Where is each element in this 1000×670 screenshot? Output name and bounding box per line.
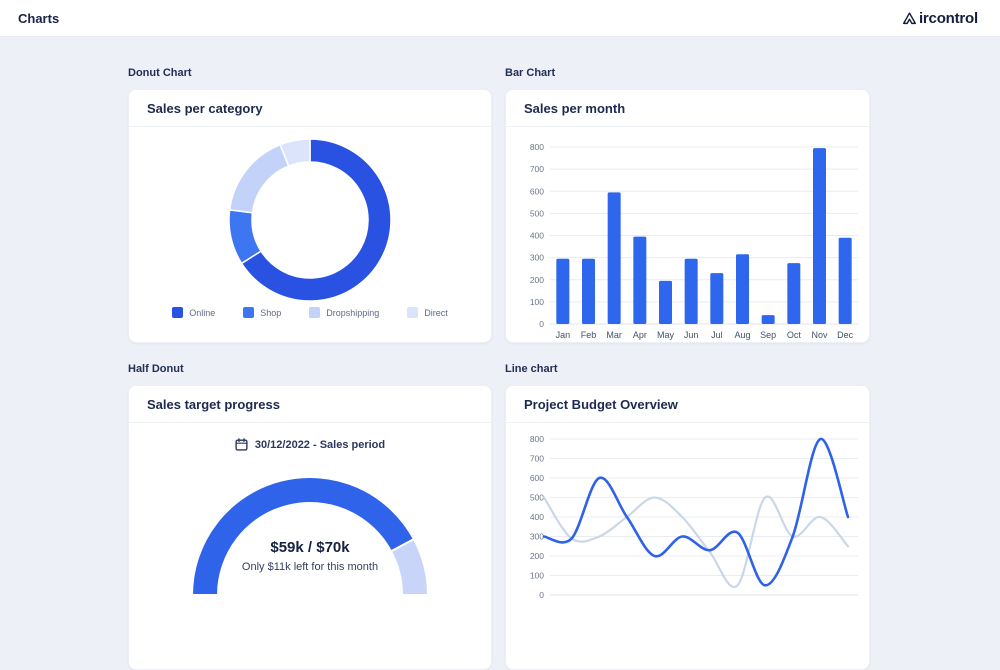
donut-legend: Online Shop Dropshipping Direct [129,307,491,318]
donut-segment-dropshipping [228,143,290,214]
donut-chart [228,138,392,302]
y-tick-label: 0 [539,319,544,329]
x-category-label: Aug [734,330,750,340]
x-category-label: Mar [606,330,622,340]
bar-aug [736,254,749,324]
brand-text: ircontrol [918,9,978,27]
section-line-chart: Line chart Project Budget Overview 0 100 2… [505,363,870,670]
y-tick-label: 200 [530,275,544,285]
half-donut-card: Sales target progress 30/12/2022 - Sales… [128,385,492,670]
legend-item-direct[interactable]: Direct [407,307,448,318]
half-donut-card-title: Sales target progress [129,386,491,423]
app-header: Charts ircontrol [0,0,1000,37]
bar-feb [582,258,595,324]
section-donut-chart: Donut Chart Sales per category Online Sho… [128,67,492,343]
y-tick-label: 400 [530,231,544,241]
legend-item-online[interactable]: Online [172,307,215,318]
y-tick-label: 800 [530,142,544,152]
legend-label: Online [189,307,216,318]
x-category-label: Dec [837,330,854,340]
x-category-label: Nov [811,330,828,340]
y-tick-label: 800 [530,434,544,444]
gauge-text: $59k / $70k Only $11k left for this mont… [170,539,450,573]
bar-card-title: Sales per month [506,90,869,127]
brand-triangle-icon [902,11,917,26]
bar-may [659,280,672,324]
y-tick-label: 100 [530,571,544,581]
legend-label: Shop [260,307,282,318]
bar-oct [787,263,801,324]
x-category-label: Feb [581,330,597,340]
x-category-label: Jan [556,330,571,340]
legend-item-shop[interactable]: Shop [243,307,281,318]
sales-period-label: 30/12/2022 - Sales period [254,438,386,451]
legend-swatch [309,307,321,318]
bar-apr [633,236,647,324]
bar-mar [607,192,621,324]
line-chart-card: Project Budget Overview 0 100 200 300 400 500… [505,385,870,670]
y-tick-label: 300 [530,253,544,263]
line-series-blue [542,437,850,587]
y-tick-label: 600 [530,473,544,483]
legend-swatch [172,307,184,318]
sales-period-row: 30/12/2022 - Sales period [129,438,491,451]
line-card-title: Project Budget Overview [506,386,869,423]
section-label-half-donut: Half Donut [128,363,184,375]
brand-logo[interactable]: ircontrol [902,10,978,27]
donut-chart-card: Sales per category Online Shop Dropshippin… [128,89,492,343]
section-label-donut: Donut Chart [128,67,192,79]
gauge-remaining-arc [390,538,429,596]
y-tick-label: 400 [530,512,544,522]
y-tick-label: 700 [530,454,544,464]
section-half-donut: Half Donut Sales target progress 30/12/2… [128,363,492,670]
bar-dec [838,237,852,324]
y-tick-label: 0 [539,590,544,600]
legend-label: Dropshipping [326,307,380,318]
y-tick-label: 500 [530,208,544,218]
bar-chart: 0 100 200 300 400 500 600 700 800 Jan Feb Mar Apr May… [530,142,858,340]
bar-sep [761,315,775,324]
gauge-value: $59k / $70k [270,539,350,556]
gauge-filled-arc [191,476,415,596]
bar-nov [813,148,826,324]
y-tick-label: 700 [530,164,544,174]
bar-jul [710,273,724,324]
x-category-label: Jul [711,330,723,340]
y-tick-label: 500 [530,493,544,503]
section-label-bar: Bar Chart [505,67,556,79]
bar-chart-card: Sales per month 0 100 200 300 400 500 600 700 80… [505,89,870,343]
x-category-label: May [657,330,675,340]
half-donut-chart [191,476,429,596]
donut-card-title: Sales per category [129,90,491,127]
legend-label: Direct [424,307,448,318]
bar-jun [684,258,698,324]
x-category-label: Sep [760,330,776,340]
donut-segment-direct [279,138,311,167]
y-tick-label: 100 [530,297,544,307]
y-tick-label: 600 [530,186,544,196]
legend-swatch [243,307,255,318]
x-category-label: Jun [684,330,699,340]
section-label-line: Line chart [505,363,558,375]
line-chart: 0 100 200 300 400 500 600 700 800 [530,434,858,600]
x-category-label: Apr [633,330,647,340]
gauge-wrap: $59k / $70k Only $11k left for this mont… [170,473,450,598]
y-tick-label: 300 [530,532,544,542]
bar-jan [556,258,570,324]
donut-segment-online [240,138,392,302]
dashboard-grid: Donut Chart Sales per category Online Sho… [0,37,1000,670]
legend-item-dropshipping[interactable]: Dropshipping [309,307,379,318]
section-bar-chart: Bar Chart Sales per month 0 100 200 300 400 5… [505,67,870,343]
x-category-label: Oct [787,330,802,340]
calendar-icon [235,438,248,451]
page-title: Charts [18,10,60,26]
gauge-subtitle: Only $11k left for this month [241,561,379,573]
y-tick-label: 200 [530,551,544,561]
legend-swatch [407,307,419,318]
